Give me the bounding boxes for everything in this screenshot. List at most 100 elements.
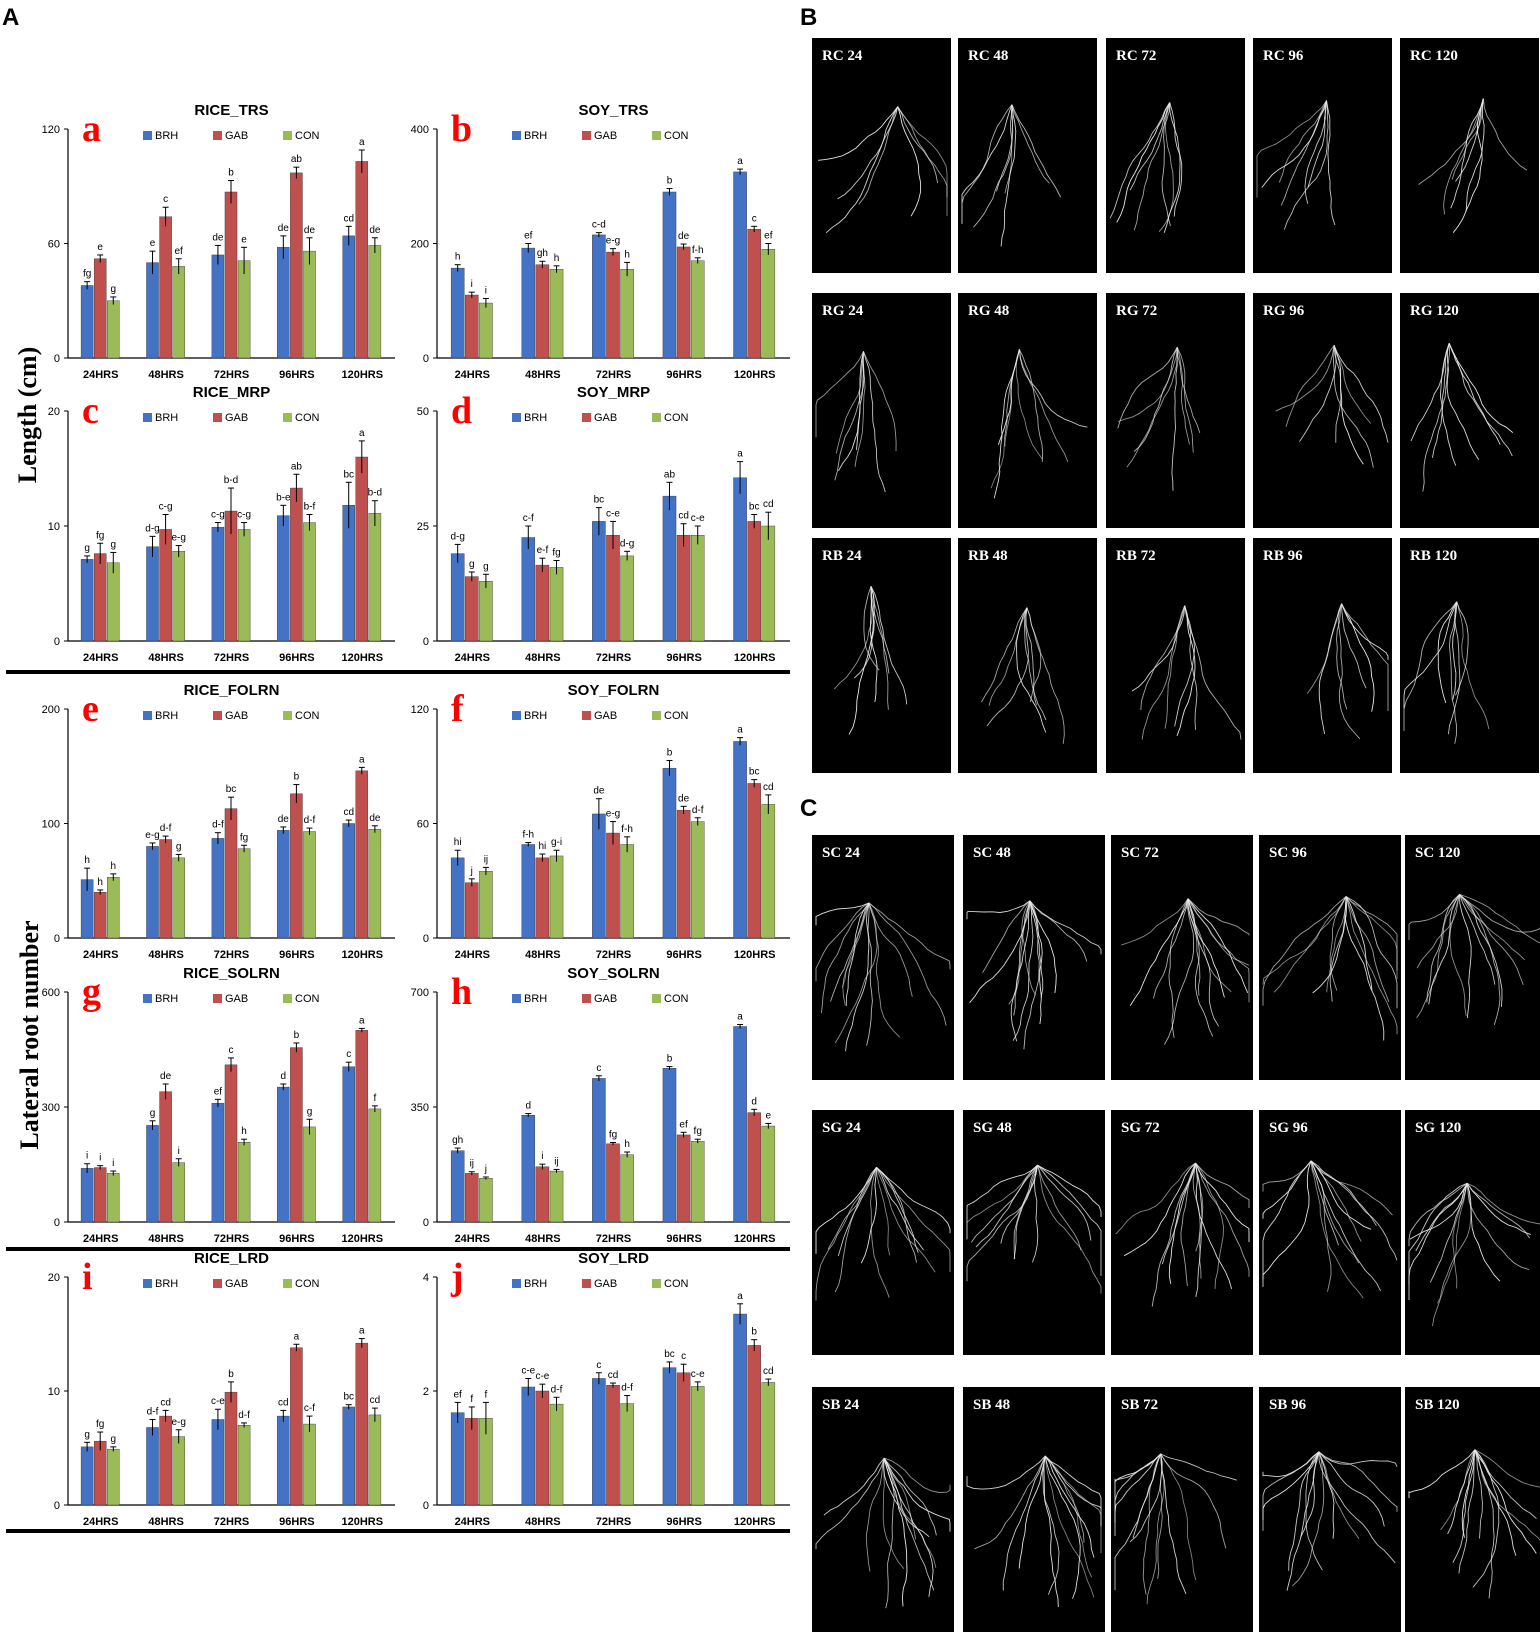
bar-a-brh xyxy=(80,285,94,359)
legend-label-gab: GAB xyxy=(594,412,617,424)
bar-e-con xyxy=(237,848,251,939)
bar-c-brh xyxy=(277,515,290,642)
legend-label-con: CON xyxy=(295,1278,320,1290)
legend-swatch-gab xyxy=(582,711,591,720)
data-label-h: gh xyxy=(452,1135,463,1146)
legend-swatch-con xyxy=(283,413,292,422)
bar-c-gab xyxy=(290,487,303,642)
y-tick-label-j: 4 xyxy=(423,1272,429,1284)
data-label-e: d-f xyxy=(304,815,316,826)
separator-rule-1 xyxy=(6,670,790,674)
legend-label-con: CON xyxy=(664,412,689,424)
data-label-d: cd xyxy=(678,511,689,522)
soy-root-image-label: SG 24 xyxy=(822,1120,861,1136)
bar-d-con xyxy=(690,535,705,642)
legend-swatch-brh xyxy=(512,413,521,422)
y-tick-label-i: 0 xyxy=(54,1500,60,1512)
x-tick-label-a: 24HRS xyxy=(83,369,118,381)
soy-root-image: SC 24 xyxy=(812,835,954,1080)
x-tick-label-j: 48HRS xyxy=(525,1516,560,1528)
bar-b-con xyxy=(549,269,564,359)
data-label-c: e-g xyxy=(171,533,185,544)
soy-root-image: SB 48 xyxy=(963,1387,1105,1632)
data-label-b: de xyxy=(678,231,690,242)
legend-swatch-con xyxy=(283,994,292,1003)
data-label-c: c-g xyxy=(211,510,225,521)
chart-title-g: RICE_SOLRN xyxy=(183,965,280,982)
soy-root-image-label: SG 48 xyxy=(973,1120,1012,1136)
panel-label-a-main: A xyxy=(2,4,20,31)
x-tick-label-a: 96HRS xyxy=(279,369,314,381)
bar-a-con xyxy=(172,266,185,359)
bar-a-gab xyxy=(355,161,369,359)
data-label-c: c-g xyxy=(159,502,173,513)
legend-label-con: CON xyxy=(664,710,689,722)
bar-f-gab xyxy=(606,832,620,939)
x-tick-label-d: 24HRS xyxy=(455,652,490,664)
bar-b-brh xyxy=(450,267,465,359)
data-label-b: b xyxy=(667,176,673,187)
data-label-g: c xyxy=(346,1049,351,1060)
legend-swatch-con xyxy=(652,413,661,422)
bar-j-brh xyxy=(733,1313,747,1506)
legend-label-brh: BRH xyxy=(524,130,547,142)
panel-label-b-main: B xyxy=(800,4,818,31)
data-label-h: e xyxy=(766,1110,772,1121)
soy-root-image: SG 48 xyxy=(963,1110,1105,1355)
data-label-e: de xyxy=(369,813,381,824)
rice-root-image: RC 48 xyxy=(958,38,1097,273)
bar-e-con xyxy=(368,829,382,939)
y-tick-label-c: 10 xyxy=(48,521,60,533)
x-tick-label-g: 72HRS xyxy=(214,1233,249,1245)
bar-f-brh xyxy=(592,813,606,939)
soy-root-image: SB 96 xyxy=(1259,1387,1401,1632)
legend-label-gab: GAB xyxy=(225,412,248,424)
data-label-d: c-f xyxy=(523,513,534,524)
y-tick-label-d: 25 xyxy=(417,521,429,533)
y-tick-label-b: 200 xyxy=(411,239,429,251)
data-label-e: cd xyxy=(343,807,354,818)
data-label-d: c-e xyxy=(691,513,705,524)
bar-i-gab xyxy=(355,1342,369,1506)
rice-root-image-label: RC 120 xyxy=(1410,48,1458,64)
bar-h-gab xyxy=(676,1134,691,1223)
data-label-i: d-f xyxy=(238,1410,250,1421)
x-tick-label-j: 96HRS xyxy=(666,1516,701,1528)
rice-root-image: RC 72 xyxy=(1106,38,1245,273)
soy-root-image: SG 120 xyxy=(1405,1110,1540,1355)
x-tick-label-j: 120HRS xyxy=(734,1516,776,1528)
bar-g-brh xyxy=(342,1066,355,1223)
x-tick-label-c: 48HRS xyxy=(148,652,183,664)
data-label-c: b-e xyxy=(276,492,291,503)
data-label-e: h xyxy=(110,861,116,872)
x-tick-label-d: 48HRS xyxy=(525,652,560,664)
data-label-b: c-d xyxy=(592,220,606,231)
legend-label-gab: GAB xyxy=(225,993,248,1005)
legend-label-brh: BRH xyxy=(155,412,178,424)
y-tick-label-c: 0 xyxy=(54,636,60,648)
data-label-a: cd xyxy=(343,213,354,224)
bar-g-con xyxy=(368,1108,382,1223)
data-label-j: f xyxy=(485,1389,488,1400)
bar-c-con xyxy=(368,513,382,642)
y-tick-label-f: 60 xyxy=(417,819,429,831)
legend-swatch-gab xyxy=(213,131,222,140)
soy-root-image-label: SC 48 xyxy=(973,845,1011,861)
data-label-a: de xyxy=(369,225,381,236)
legend-swatch-brh xyxy=(512,711,521,720)
soy-root-image: SB 24 xyxy=(812,1387,954,1632)
chart-title-i: RICE_LRD xyxy=(194,1250,269,1267)
legend-swatch-brh xyxy=(512,994,521,1003)
legend-swatch-gab xyxy=(582,413,591,422)
data-label-f: b xyxy=(667,748,673,759)
bar-d-gab xyxy=(465,576,479,642)
x-tick-label-f: 120HRS xyxy=(734,949,776,961)
bar-g-con xyxy=(107,1173,120,1223)
data-label-i: a xyxy=(359,1326,365,1337)
chart-letter-d: d xyxy=(451,390,472,432)
x-tick-label-h: 24HRS xyxy=(455,1233,490,1245)
data-label-e: e-g xyxy=(145,830,159,841)
legend-label-brh: BRH xyxy=(524,993,547,1005)
chart-letter-i: i xyxy=(82,1256,93,1298)
chart-letter-e: e xyxy=(82,688,99,730)
